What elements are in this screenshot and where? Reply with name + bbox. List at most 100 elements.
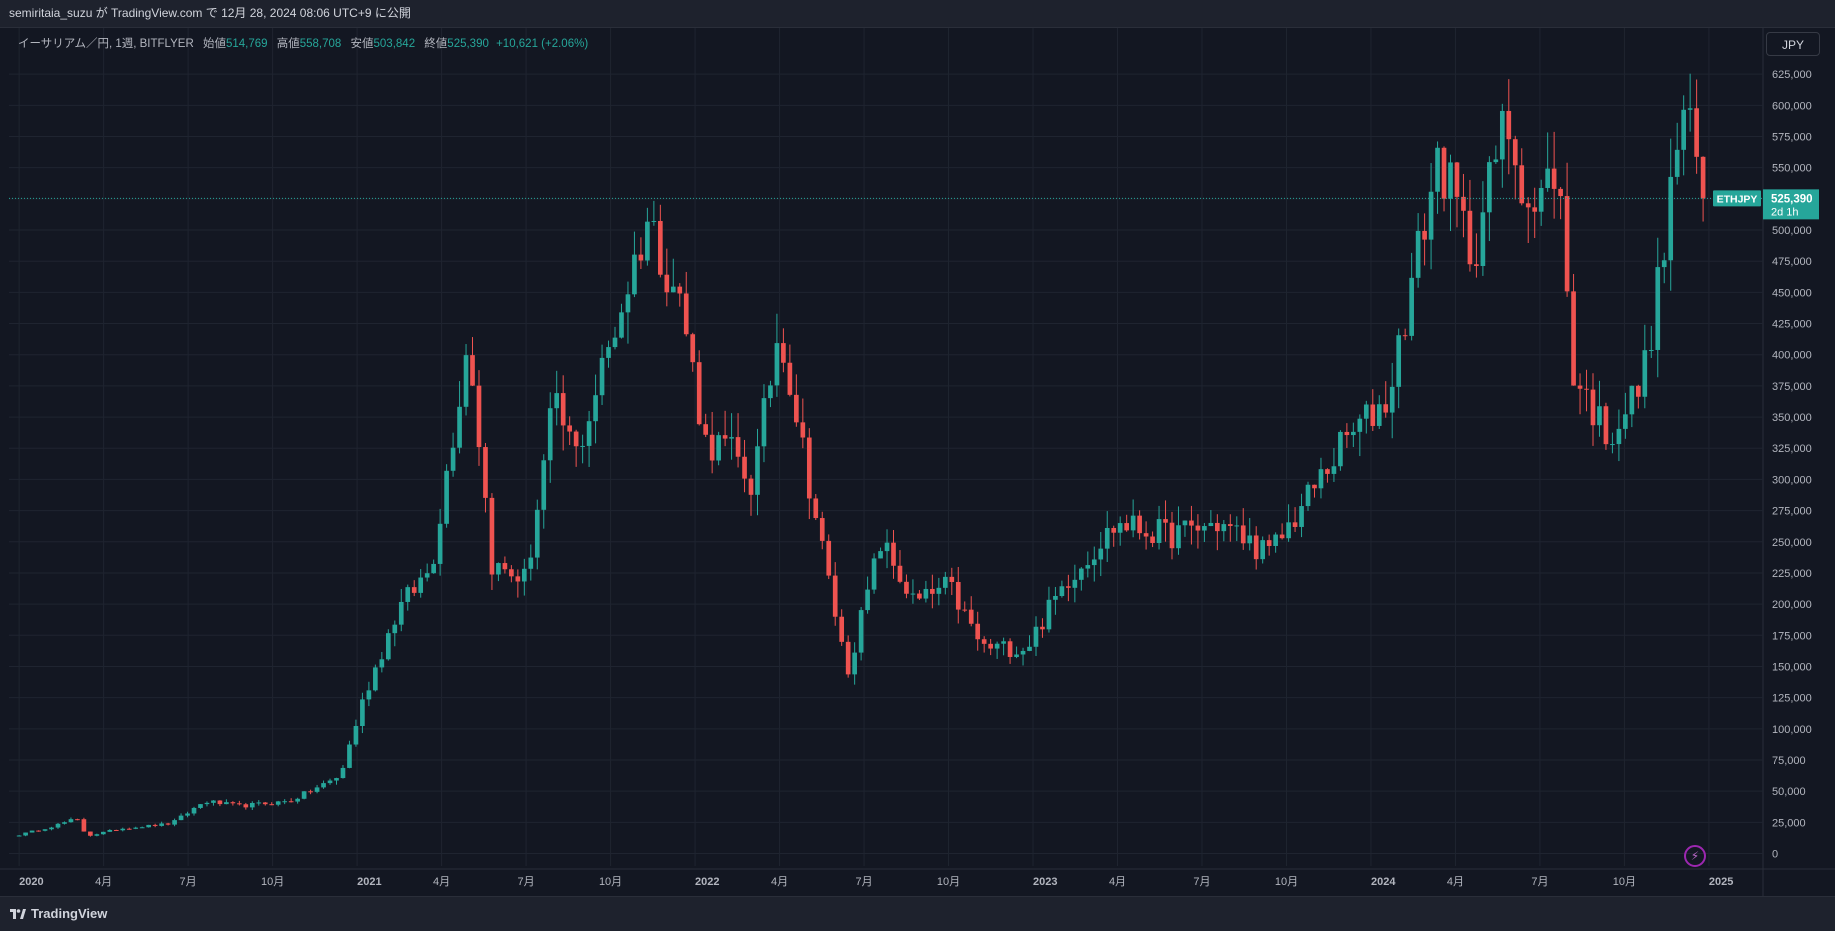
chart-pane[interactable] [0,27,1835,897]
candle-body [405,587,411,602]
candle-body [573,431,579,447]
candle-body [794,394,799,423]
candle-body [1176,525,1181,549]
candle-body [185,813,190,816]
candle-body [1227,524,1233,526]
candle-body [88,831,93,836]
candle-body [211,800,216,803]
candle-body [418,577,424,593]
candle-body [1117,523,1123,533]
candle-body [599,357,605,396]
y-tick-label: 325,000 [1772,443,1812,455]
candle-body [1104,527,1110,549]
candle-body [398,601,404,625]
candle-body [327,780,333,784]
candle-body [949,576,955,582]
candle-body [515,576,521,582]
candle-body [936,587,942,594]
candle-body [826,540,832,576]
candle-body [858,610,864,653]
candle-body [988,643,993,649]
candle-body [1629,385,1635,415]
candle-body [1059,586,1065,596]
close-label: 終値 [424,38,448,50]
candle-body [29,830,35,833]
candle-body [1137,515,1142,534]
candle-body [1318,469,1324,489]
x-tick-label: 2021 [357,876,381,888]
candle-body [521,568,527,582]
y-tick-label: 300,000 [1772,474,1812,486]
candle-body [735,437,741,457]
x-tick-label: 4月 [1447,876,1464,888]
candle-body [366,690,372,700]
candle-body [696,362,702,425]
tradingview-brand[interactable]: TradingView [10,906,107,921]
candle-body [1648,349,1654,351]
candle-body [1461,196,1466,211]
open-value: 514,769 [225,38,268,50]
candle-body [1111,527,1117,533]
candle-body [94,834,100,836]
high-value: 558,708 [299,38,342,50]
currency-button[interactable]: JPY [1766,32,1820,56]
candle-body [683,293,689,335]
candle-body [172,820,177,825]
x-tick-label: 10月 [261,876,284,888]
candle-body [768,385,773,399]
candle-body [541,460,547,510]
candle-body [1247,535,1253,544]
candle-body [120,828,126,831]
y-tick-label: 425,000 [1772,319,1812,331]
candle-body [470,355,475,386]
candle-body [1532,207,1538,212]
candle-body [1512,139,1518,166]
candle-body [1046,599,1052,630]
y-tick-label: 575,000 [1772,131,1812,143]
candle-body [1195,525,1201,531]
y-tick-label: 100,000 [1772,724,1812,736]
candle-body [878,551,883,559]
change-value: +10,621 (+2.06%) [496,38,589,50]
y-tick-label: 250,000 [1772,537,1812,549]
publish-header: semiritaia_suzu が TradingView.com で 12月 … [0,0,1835,27]
x-tick-label: 7月 [518,876,535,888]
brand-name: TradingView [31,906,108,921]
candle-body [178,815,184,821]
candle-body [1506,110,1512,140]
y-tick-label: 275,000 [1772,506,1812,518]
candle-body [437,523,443,564]
candle-body [1448,162,1453,199]
candle-body [1150,536,1155,543]
candle-body [1266,540,1272,546]
candle-body [126,828,132,830]
candle-body [275,801,281,805]
candle-body [1279,534,1285,539]
y-tick-label: 150,000 [1772,661,1812,673]
candle-body [1376,404,1382,426]
candle-body [1156,519,1162,543]
candle-body [1435,147,1440,192]
candle-body [593,395,598,422]
candle-body [975,623,981,640]
y-tick-label: 175,000 [1772,630,1812,642]
candle-body [1415,230,1421,278]
open-label: 始値 [202,38,226,50]
candle-body [1260,540,1266,560]
candle-body [845,641,851,675]
candle-body [1338,431,1343,467]
candle-body [716,435,721,461]
candle-body [1221,524,1227,532]
candle-body [1422,230,1427,240]
candle-body [68,819,74,823]
candle-body [606,347,611,358]
candle-body [340,767,346,779]
candle-body [457,406,462,448]
candle-body [619,312,624,338]
candle-body [755,446,760,495]
candle-body [476,385,482,448]
lightning-icon[interactable]: ⚡ [1684,845,1706,867]
time-axis: 2020 4月 7月 10月 2021 4月 7月 10月 2022 4月 7月 10月 2023 4月 7… [19,876,1733,888]
candle-body [1072,579,1078,588]
